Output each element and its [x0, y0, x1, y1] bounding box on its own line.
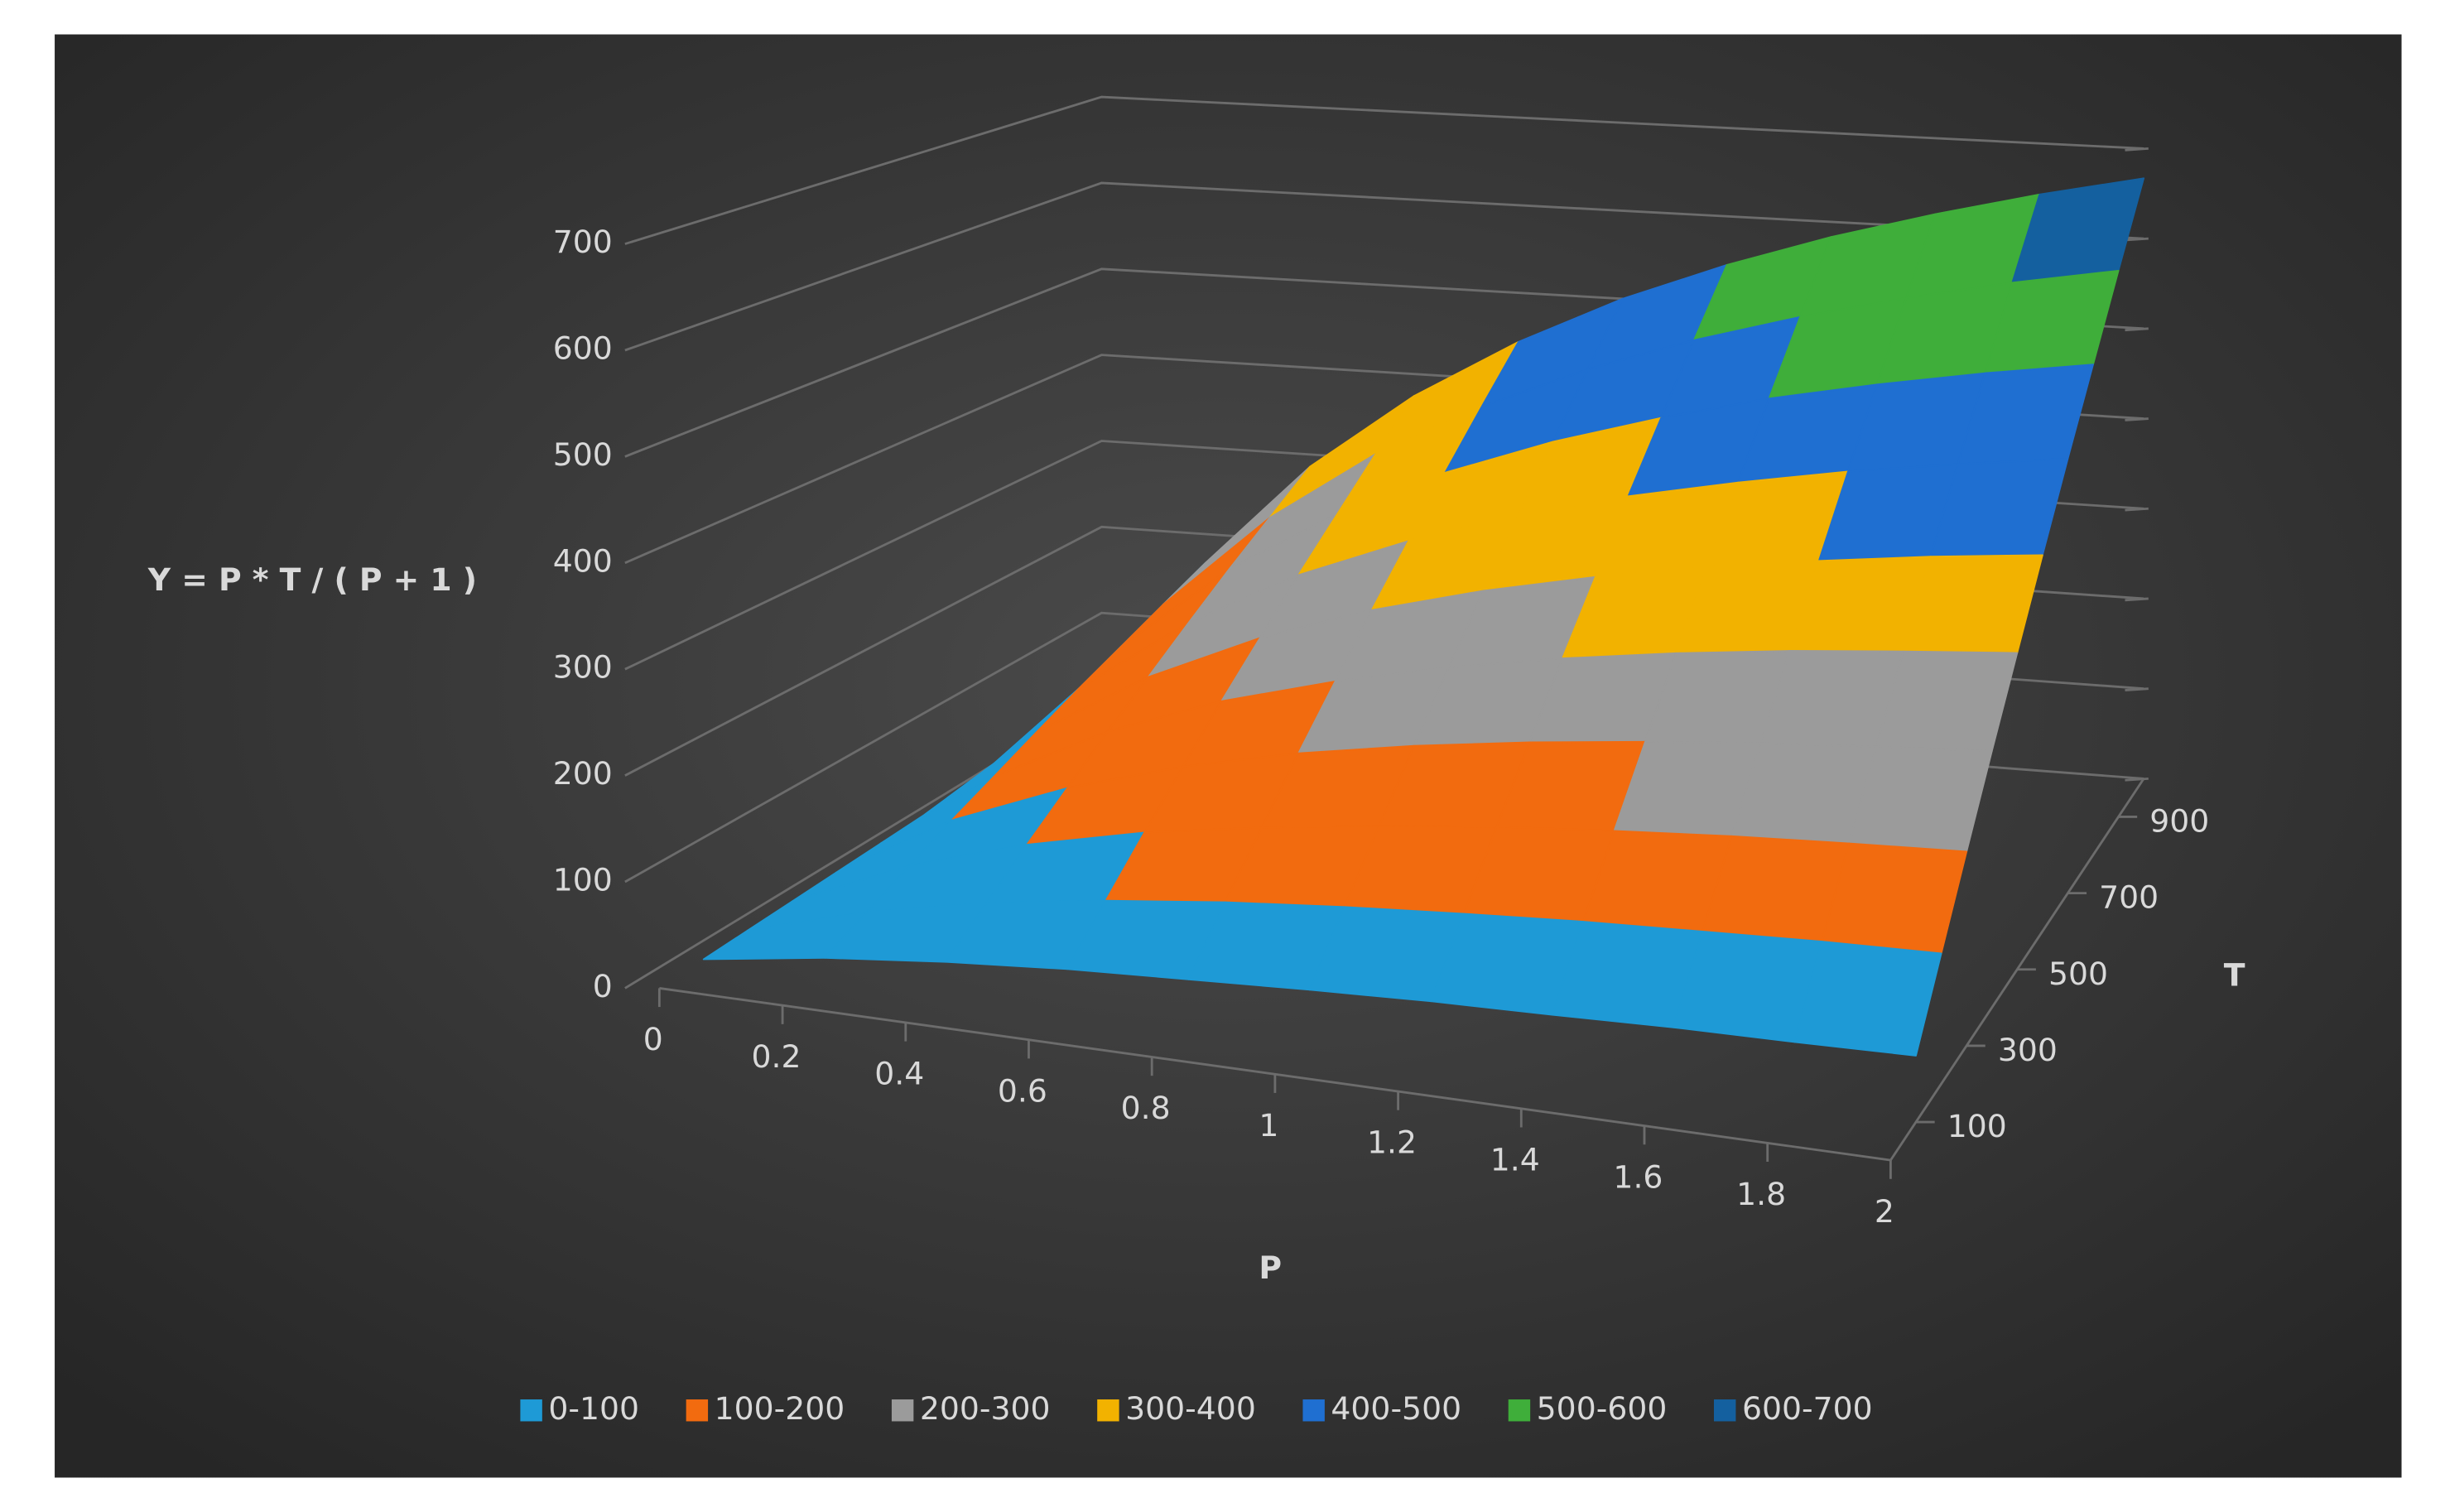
y-tick-mark [2125, 507, 2149, 512]
surface-patch [1793, 941, 1942, 1057]
x-tick-label: 0.4 [874, 1056, 924, 1092]
legend-label: 300-400 [1125, 1390, 1256, 1427]
x-tick-label: 0 [643, 1021, 663, 1057]
legend-label: 600-700 [1742, 1390, 1873, 1427]
y-tick-label: 200 [553, 755, 613, 792]
legend-label: 100-200 [715, 1390, 845, 1427]
depth-tick-label: 500 [2048, 956, 2108, 992]
legend-swatch [1508, 1399, 1531, 1422]
legend-label: 0-100 [548, 1390, 639, 1427]
grid-line [624, 181, 2144, 352]
legend-swatch [1097, 1399, 1119, 1422]
y-tick-mark [2125, 327, 2149, 332]
legend-swatch [520, 1399, 542, 1422]
x-tick-label: 1.4 [1490, 1142, 1540, 1178]
y-tick-mark [2125, 147, 2149, 152]
y-tick-label: 300 [553, 649, 613, 686]
legend-label: 400-500 [1331, 1390, 1461, 1427]
depth-tick-label: 100 [1947, 1108, 2007, 1144]
x-tick-label: 0.8 [1121, 1090, 1171, 1126]
y-tick-label: 400 [553, 542, 613, 579]
y-tick-mark [2125, 597, 2149, 602]
depth-tick-label: 700 [2099, 879, 2159, 916]
x-tick-label: 1.8 [1736, 1176, 1786, 1212]
y-tick-mark [2125, 777, 2149, 782]
depth-axis-title: T [2224, 957, 2245, 994]
y-tick-label: 0 [593, 968, 613, 1004]
x-tick-label: 1 [1259, 1107, 1278, 1144]
x-tick-label: 1.2 [1367, 1124, 1417, 1161]
y-tick-mark [2125, 687, 2149, 691]
x-tick-label: 1.6 [1613, 1158, 1663, 1195]
y-tick-label: 600 [553, 330, 613, 366]
y-tick-mark [2125, 237, 2149, 242]
depth-tick-label: 900 [2149, 803, 2209, 840]
legend-swatch [1713, 1399, 1736, 1422]
depth-tick-label: 300 [1998, 1032, 2058, 1068]
legend-swatch [891, 1399, 914, 1422]
x-tick-label: 2 [1875, 1193, 1894, 1230]
legend-swatch [686, 1399, 709, 1422]
y-tick-label: 100 [553, 862, 613, 898]
x-axis-title: P [1259, 1250, 1282, 1286]
x-tick-label: 0.2 [752, 1038, 801, 1075]
legend-label: 500-600 [1537, 1390, 1668, 1427]
x-tick-label: 0.6 [998, 1072, 1047, 1109]
grid-line [624, 95, 2144, 245]
legend-swatch [1302, 1399, 1325, 1422]
y-tick-label: 700 [553, 224, 613, 260]
legend-label: 200-300 [920, 1390, 1051, 1427]
y-tick-label: 500 [553, 436, 613, 473]
y-tick-mark [2125, 417, 2149, 421]
y-axis-title: Y = P * T / ( P + 1 ) [147, 561, 477, 598]
